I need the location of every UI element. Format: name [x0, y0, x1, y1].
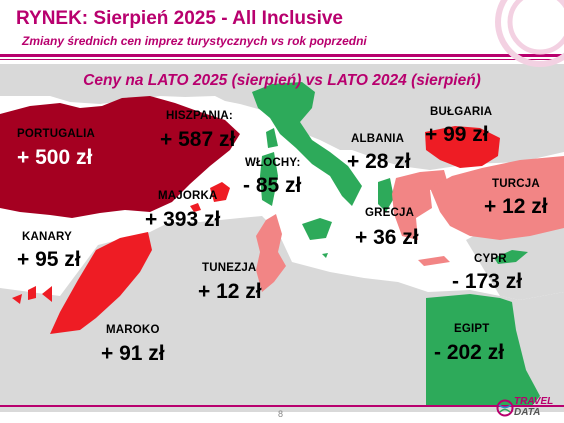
- region-egypt: [426, 294, 540, 406]
- region-corsica: [266, 128, 278, 148]
- page-subtitle: Zmiany średnich cen imprez turystycznych…: [22, 34, 367, 48]
- region-portugal-spain: [0, 96, 240, 218]
- morocco-label: MAROKO: [106, 324, 160, 336]
- travel-data-logo: TRAVEL DATA: [496, 396, 562, 420]
- majorca-change: + 393 zł: [145, 208, 221, 231]
- decor-circle-inner: [507, 0, 564, 55]
- greece-change: + 36 zł: [355, 226, 419, 249]
- italy-label: WŁOCHY:: [245, 157, 301, 169]
- region-ibiza: [190, 203, 201, 212]
- egypt-label: EGIPT: [454, 323, 490, 335]
- page-title: RYNEK: Sierpień 2025 - All Inclusive: [16, 8, 343, 29]
- portugal-change: + 500 zł: [17, 146, 93, 169]
- region-canary-3: [42, 286, 52, 302]
- region-italy: [252, 82, 362, 206]
- map-title: Ceny na LATO 2025 (sierpień) vs LATO 202…: [83, 72, 481, 89]
- region-tunisia: [256, 214, 286, 292]
- cyprus-label: CYPR: [474, 253, 507, 265]
- header-rule: [0, 54, 564, 57]
- region-malta: [322, 253, 328, 258]
- region-sardinia: [260, 152, 278, 206]
- albania-label: ALBANIA: [351, 133, 405, 145]
- region-canary-2: [28, 286, 36, 300]
- bulgaria-label: BUŁGARIA: [430, 106, 493, 118]
- majorca-label: MAJORKA: [158, 190, 218, 202]
- region-turkey: [430, 156, 564, 240]
- bulgaria-change: + 99 zł: [425, 123, 489, 146]
- page-number: 8: [278, 409, 284, 419]
- spain-label: HISZPANIA:: [166, 110, 233, 122]
- spain-change: + 587 zł: [160, 128, 236, 151]
- tunisia-label: TUNEZJA: [202, 262, 257, 274]
- morocco-change: + 91 zł: [101, 342, 165, 365]
- region-cyprus: [494, 250, 528, 264]
- greece-label: GRECJA: [365, 207, 415, 219]
- land-europe: [0, 64, 564, 170]
- portugal-label: PORTUGALIA: [17, 128, 96, 140]
- logo-globe-icon: [496, 399, 514, 417]
- region-morocco: [50, 232, 152, 334]
- turkey-label: TURCJA: [492, 178, 540, 190]
- region-majorca: [210, 182, 230, 202]
- canary-change: + 95 zł: [17, 248, 81, 271]
- egypt-change: - 202 zł: [434, 341, 505, 364]
- header-rule-thin: [0, 59, 564, 60]
- canary-label: KANARY: [22, 231, 72, 243]
- albania-change: + 28 zł: [347, 150, 411, 173]
- region-sicily: [302, 218, 332, 240]
- tunisia-change: + 12 zł: [198, 280, 262, 303]
- footer-rule: [0, 405, 564, 407]
- cyprus-change: - 173 zł: [452, 270, 523, 293]
- logo-text-data: DATA: [514, 407, 541, 418]
- region-albania: [378, 178, 394, 212]
- logo-text-travel: TRAVEL: [514, 396, 554, 407]
- region-bulgaria: [425, 126, 500, 168]
- region-canary-1: [12, 294, 22, 304]
- region-crete: [418, 256, 450, 266]
- turkey-change: + 12 zł: [484, 195, 548, 218]
- italy-change: - 85 zł: [243, 174, 302, 197]
- decor-circle-outer: [495, 0, 564, 67]
